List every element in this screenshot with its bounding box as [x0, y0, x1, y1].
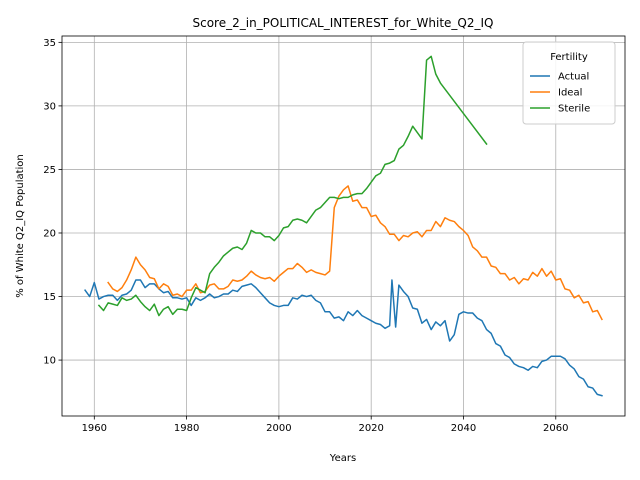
chart-title: Score_2_in_POLITICAL_INTEREST_for_White_… — [193, 16, 494, 30]
x-axis-label: Years — [329, 453, 356, 464]
y-tick-label: 25 — [43, 165, 56, 176]
x-tick-label: 1980 — [174, 423, 199, 434]
y-tick-label: 20 — [43, 228, 56, 239]
x-tick-label: 1960 — [82, 423, 107, 434]
y-tick-label: 30 — [43, 101, 56, 112]
series-line-actual — [84, 279, 603, 397]
y-tick-label: 15 — [43, 292, 56, 303]
legend-items: Actual Ideal Sterile — [530, 72, 590, 115]
legend-box — [522, 41, 616, 125]
x-tick-label: 2040 — [451, 423, 476, 434]
series-line-sterile — [97, 55, 488, 317]
series-layer — [84, 55, 603, 397]
y-axis: 10 15 20 25 30 35 — [43, 38, 62, 367]
x-tick-label: 2020 — [358, 423, 383, 434]
y-axis-label: % of White Q2_IQ Population — [15, 154, 26, 298]
x-tick-label: 2060 — [543, 423, 568, 434]
plot-frame — [61, 35, 626, 417]
legend-label-sterile: Sterile — [558, 104, 590, 115]
x-axis: 1960 1980 2000 2020 2040 2060 — [82, 416, 569, 434]
x-tick-label: 2000 — [266, 423, 291, 434]
legend-title: Fertility — [550, 52, 588, 63]
legend-label-ideal: Ideal — [558, 88, 582, 99]
legend-label-actual: Actual — [558, 72, 589, 83]
y-tick-label: 10 — [43, 356, 56, 367]
series-line-ideal — [107, 185, 603, 321]
legend: Fertility Actual Ideal Sterile — [522, 41, 616, 125]
y-tick-label: 35 — [43, 38, 56, 49]
